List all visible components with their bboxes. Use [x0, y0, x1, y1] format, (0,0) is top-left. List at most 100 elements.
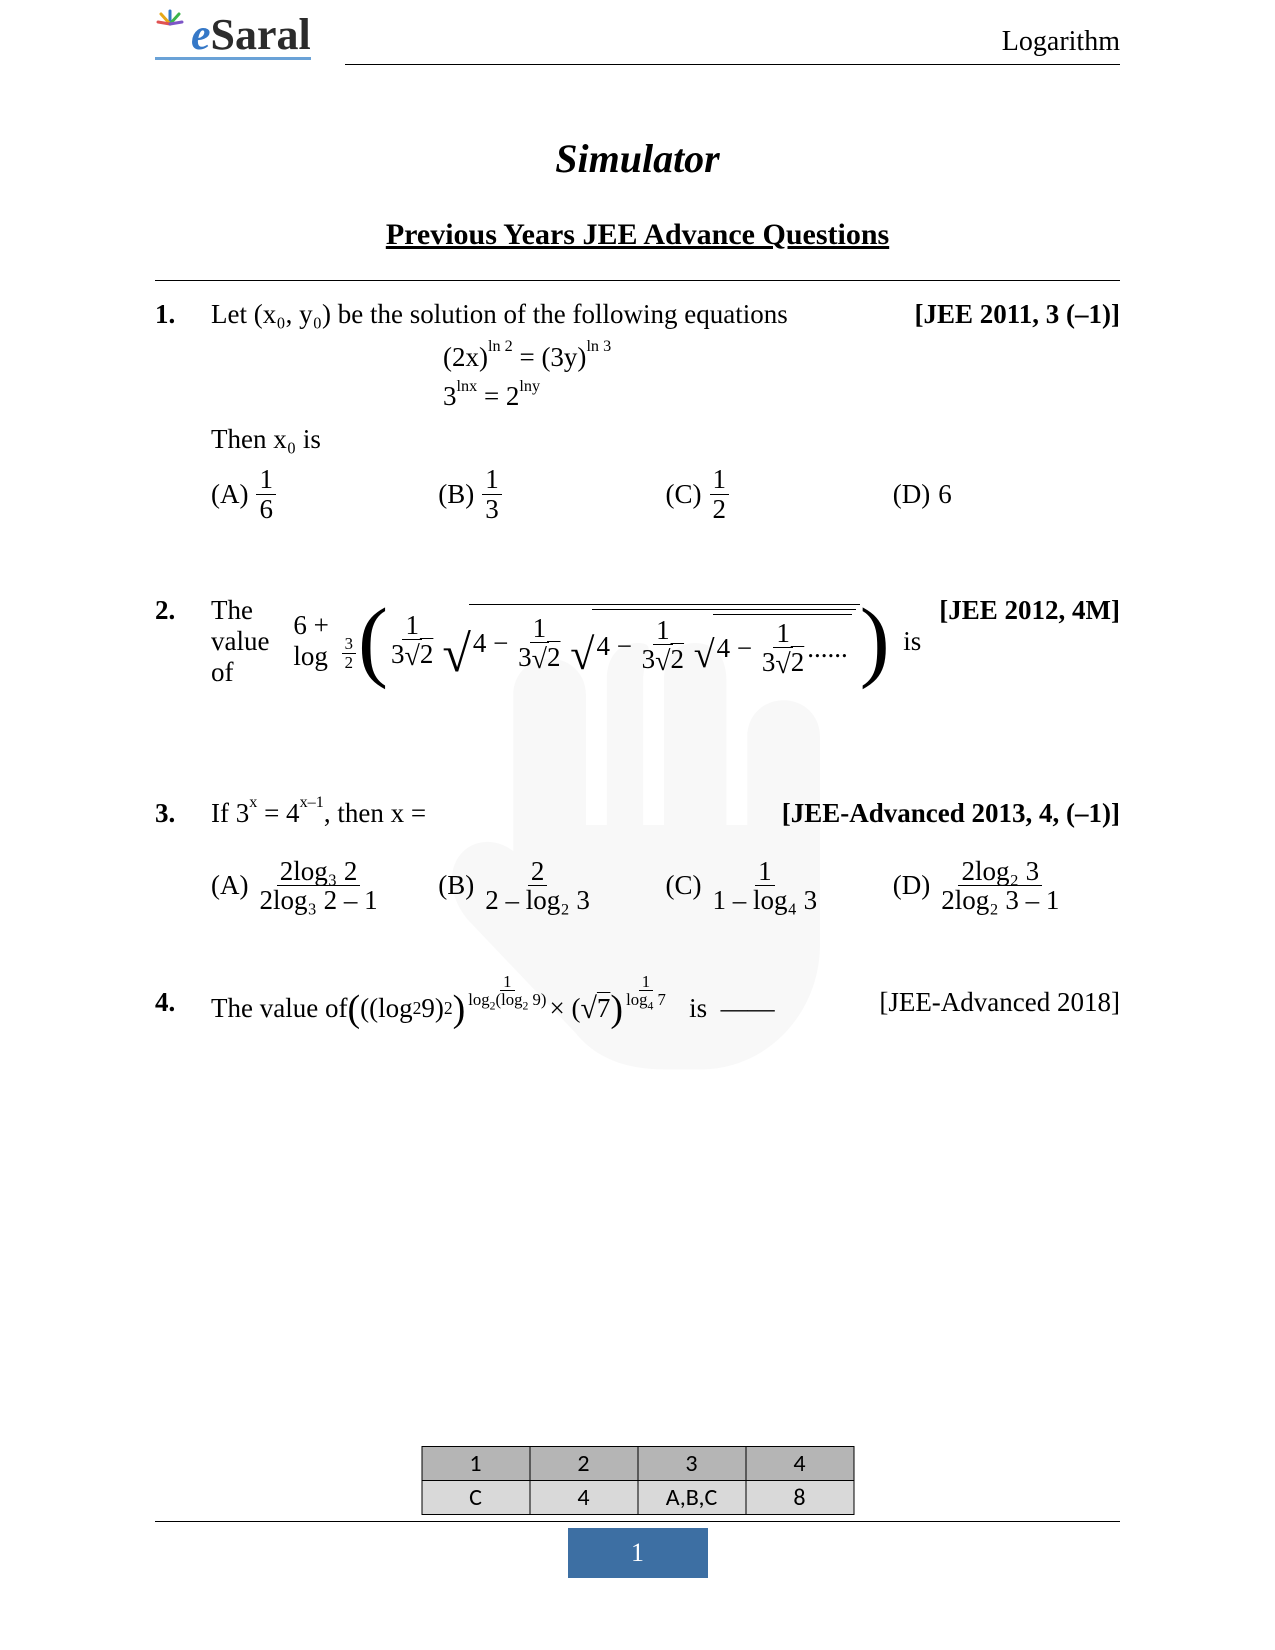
q1-optC-label: (C) — [666, 479, 702, 510]
q3-optB-d: 2 – log₂ 3 — [482, 886, 593, 914]
q1-eq2-exp1: lnx — [457, 377, 478, 395]
q4-p1sup: 2 — [444, 998, 453, 1019]
lparen-icon: ( — [358, 596, 388, 686]
q4-e1dc: 9) — [528, 990, 546, 1009]
q1-option-a: (A) 16 — [211, 465, 438, 523]
q1-option-d: (D) 6 — [893, 465, 1120, 523]
q3-optA-label: (A) — [211, 870, 248, 901]
answer-value-cell: 4 — [530, 1481, 638, 1515]
q2-f1n: 1 — [402, 611, 422, 640]
q1-eq2-mid: = 2 — [477, 381, 519, 411]
page-number-box: 1 — [568, 1528, 708, 1578]
q1-option-c: (C) 12 — [666, 465, 893, 523]
q2-f3d3: 3 — [642, 644, 656, 674]
q4-p1sub: 2 — [413, 998, 422, 1019]
q1-eq1-exp2: ln 3 — [586, 337, 611, 355]
logo-rest: Saral — [211, 10, 311, 59]
q1-optA-label: (A) — [211, 479, 248, 510]
q3-a: If 3 — [211, 798, 249, 828]
q4-is: is —— — [669, 993, 775, 1024]
rparen-icon: ) — [860, 596, 890, 686]
brand-logo: eSaral — [155, 13, 311, 60]
q3-optB-n: 2 — [528, 857, 548, 886]
answer-header-row: 1 2 3 4 — [422, 1447, 854, 1481]
q2-f3d2: 2 — [671, 644, 685, 674]
q1-then: Then x₀ is — [211, 424, 1120, 455]
q3-number: 3. — [155, 798, 211, 915]
q1-optB-label: (B) — [438, 479, 474, 510]
q2-r3-4: 4 — [717, 633, 731, 664]
answer-header-cell: 3 — [638, 1447, 746, 1481]
q2-number: 2. — [155, 595, 211, 688]
q4-p1b: 9) — [421, 993, 444, 1024]
answer-value-cell: 8 — [746, 1481, 854, 1515]
q2-f1d2: 2 — [420, 639, 434, 669]
q1-eq2-lhs: 3 — [443, 381, 457, 411]
page-title: Simulator — [0, 135, 1275, 182]
answer-key-table: 1 2 3 4 C 4 A,B,C 8 — [421, 1446, 854, 1515]
answer-value-cell: A,B,C — [638, 1481, 746, 1515]
q2-six: 6 + log — [293, 610, 339, 672]
q3-optC-d: 1 – log₄ 3 — [710, 886, 821, 914]
logo-e: e — [191, 10, 211, 59]
q4-tag: [JEE-Advanced 2018] — [879, 987, 1120, 1018]
page-header: eSaral Logarithm — [155, 12, 1120, 60]
q2-logbase-d: 2 — [342, 654, 356, 672]
q2-f2d2: 2 — [547, 642, 561, 672]
q2-f4d2: 2 — [791, 647, 805, 677]
answer-header-cell: 1 — [422, 1447, 530, 1481]
q4-pre: The value of — [211, 993, 347, 1024]
q3-optD-d: 2log₂ 3 – 1 — [938, 886, 1062, 914]
q3-b: = 4 — [257, 798, 299, 828]
q2-pre: The value of — [211, 595, 293, 688]
q2-f4d3: 3 — [762, 647, 776, 677]
question-1: 1. Let (x₀, y₀) be the solution of the f… — [155, 299, 1120, 523]
q3-option-a: (A) 2log₃ 22log₃ 2 – 1 — [211, 857, 438, 915]
q3-option-b: (B) 22 – log₂ 3 — [438, 857, 665, 915]
q1-optB-num: 1 — [482, 465, 502, 494]
q2-r3-m: − — [737, 633, 752, 664]
q2-expression: The value of 6 + log 3 2 ( 13√2 √ 4 − — [211, 595, 921, 688]
q1-equations: (2x)ln 2 = (3y)ln 3 3lnx = 2lny — [443, 338, 1120, 416]
q3-optB-label: (B) — [438, 870, 474, 901]
topic-title: Logarithm — [1002, 26, 1120, 58]
q3-optC-label: (C) — [666, 870, 702, 901]
q3-optC-n: 1 — [755, 857, 775, 886]
q4-e2da: log — [626, 990, 647, 1009]
q3-optA-d: 2log₃ 2 – 1 — [256, 886, 380, 914]
q3-sx2: x–1 — [300, 793, 324, 811]
q3-text: If 3x = 4x–1, then x = — [211, 798, 426, 829]
q4-sqrt-v: 7 — [597, 993, 611, 1024]
answer-value-row: C 4 A,B,C 8 — [422, 1481, 854, 1515]
q4-times: × ( — [549, 993, 580, 1024]
q2-r2-4: 4 — [596, 631, 610, 662]
q1-optC-num: 1 — [710, 465, 730, 494]
q4-p1c: ) — [453, 987, 466, 1031]
q1-eq1-lhs: (2x) — [443, 342, 488, 372]
page-number: 1 — [631, 1538, 644, 1568]
q4-p1a: ((log — [360, 993, 412, 1024]
q1-number: 1. — [155, 299, 211, 523]
answer-header-cell: 4 — [746, 1447, 854, 1481]
q2-r1-m: − — [493, 628, 508, 659]
q1-eq1-exp1: ln 2 — [488, 337, 513, 355]
q1-optA-num: 1 — [256, 465, 276, 494]
q1-eq2-exp2: lny — [519, 377, 540, 395]
logo-hand-icon — [155, 9, 185, 45]
q4-e2n: 1 — [639, 973, 653, 992]
footer-divider — [155, 1521, 1120, 1522]
q3-tag: [JEE-Advanced 2013, 4, (–1)] — [782, 798, 1120, 829]
q3-sx: x — [249, 793, 257, 811]
q4-e2db: 7 — [653, 990, 666, 1009]
q3-option-d: (D) 2log₂ 32log₂ 3 – 1 — [893, 857, 1120, 915]
q2-dots: ...... — [807, 633, 848, 664]
q4-sqrt-s: √ — [580, 992, 596, 1026]
q2-f1d3: 3 — [391, 639, 405, 669]
question-2: 2. The value of 6 + log 3 2 ( 13√2 — [155, 595, 1120, 688]
q4-number: 4. — [155, 987, 211, 1031]
q4-e1n: 1 — [500, 973, 514, 992]
q2-is: is — [903, 626, 921, 657]
q2-f2d3: 3 — [518, 642, 532, 672]
q4-p2c: ) — [610, 987, 623, 1031]
q1-tag: [JEE 2011, 3 (–1)] — [915, 299, 1121, 330]
